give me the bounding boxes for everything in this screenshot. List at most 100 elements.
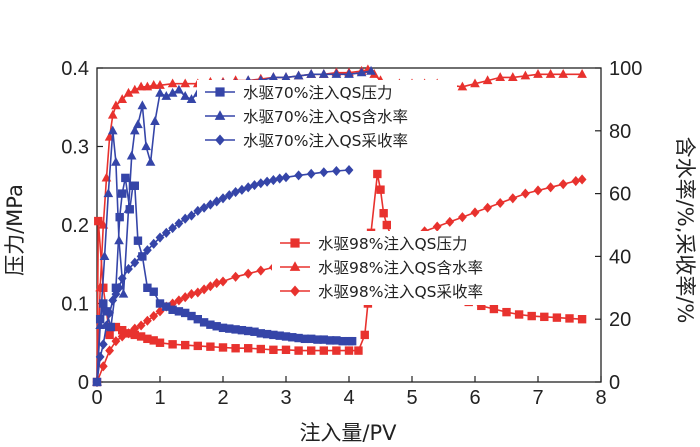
legend-marker xyxy=(215,87,225,97)
data-point xyxy=(149,238,159,249)
data-point xyxy=(150,116,160,125)
data-point xyxy=(477,301,486,311)
x-tick-label: 5 xyxy=(406,387,417,409)
data-point xyxy=(507,72,518,81)
data-point xyxy=(344,69,354,78)
data-point xyxy=(533,69,543,78)
data-point xyxy=(168,340,177,349)
data-point xyxy=(313,335,322,344)
data-point xyxy=(331,165,341,177)
x-tick-label: 2 xyxy=(217,387,228,409)
data-point xyxy=(174,218,184,229)
data-point xyxy=(338,336,347,346)
data-point xyxy=(174,84,184,94)
data-point xyxy=(98,339,108,350)
data-point xyxy=(495,197,505,209)
data-point xyxy=(99,251,110,260)
data-point xyxy=(186,94,197,103)
data-point xyxy=(193,315,202,324)
data-point xyxy=(319,335,328,344)
data-point xyxy=(306,168,316,179)
data-point xyxy=(250,180,259,191)
y-right-tick-label: 100 xyxy=(609,58,642,80)
data-point xyxy=(99,299,108,308)
data-point xyxy=(275,173,285,184)
data-point xyxy=(294,333,303,343)
data-point xyxy=(155,87,165,97)
data-point xyxy=(98,361,108,372)
y-right-tick-label: 0 xyxy=(609,372,620,394)
data-point xyxy=(107,125,118,135)
data-point xyxy=(181,308,190,318)
data-point xyxy=(482,75,493,85)
data-point xyxy=(445,216,455,227)
data-point xyxy=(124,329,133,338)
y-right-axis-title: 含水率/%,采收率/% xyxy=(673,137,697,324)
legend-item: 水驱70%注入QS含水率 xyxy=(205,108,408,126)
data-point xyxy=(111,156,121,166)
data-point xyxy=(546,182,556,193)
legend-item: 水驱70%注入QS压力 xyxy=(205,84,393,102)
data-point xyxy=(106,322,116,332)
data-point xyxy=(149,336,158,345)
x-tick-label: 4 xyxy=(343,387,354,409)
data-point xyxy=(161,227,171,238)
data-point xyxy=(181,340,190,350)
data-point xyxy=(212,278,222,289)
data-point xyxy=(269,330,278,340)
y-left-tick-label: 0.3 xyxy=(61,137,89,159)
legend-label: 水驱70%注入QS含水率 xyxy=(243,108,408,126)
data-point xyxy=(533,185,543,196)
y-right-tick-label: 20 xyxy=(609,309,631,331)
data-point xyxy=(306,69,317,78)
data-point xyxy=(155,80,165,89)
data-point xyxy=(142,315,152,326)
data-point xyxy=(281,345,291,355)
legend-marker xyxy=(289,261,301,271)
y-right-tick-label: 40 xyxy=(609,246,631,268)
data-point xyxy=(307,346,316,355)
legend-item: 水驱98%注入QS采收率 xyxy=(280,283,483,301)
data-point xyxy=(231,344,240,353)
data-point xyxy=(457,212,467,223)
data-point xyxy=(293,70,304,80)
data-point xyxy=(218,323,228,333)
data-point xyxy=(256,265,266,276)
data-point xyxy=(168,223,178,234)
data-point xyxy=(136,332,146,341)
data-point xyxy=(218,193,228,204)
y-right-tick-label: 80 xyxy=(609,121,631,143)
data-point xyxy=(256,178,266,189)
data-point xyxy=(187,289,196,300)
data-point xyxy=(540,312,549,322)
data-point xyxy=(155,299,165,308)
data-point xyxy=(268,175,278,186)
data-point xyxy=(379,209,388,218)
legend-layer: 水驱70%注入QS压力水驱70%注入QS含水率水驱70%注入QS采收率水驱98%… xyxy=(197,80,532,305)
data-point xyxy=(133,236,143,245)
data-point xyxy=(118,325,127,335)
data-point xyxy=(231,271,241,282)
data-point xyxy=(136,81,146,91)
data-point xyxy=(126,150,137,160)
x-tick-label: 0 xyxy=(91,387,102,409)
data-point xyxy=(294,170,304,181)
data-point xyxy=(149,311,159,322)
data-point xyxy=(136,320,146,331)
data-point xyxy=(571,176,581,187)
data-point xyxy=(193,341,202,351)
data-point xyxy=(307,334,316,344)
data-point xyxy=(137,100,148,110)
data-point xyxy=(520,70,531,80)
legend-marker xyxy=(215,134,225,146)
data-point xyxy=(193,205,203,216)
data-point xyxy=(143,334,152,344)
data-point xyxy=(483,202,493,213)
data-point xyxy=(111,283,121,292)
data-point xyxy=(121,173,130,183)
data-point xyxy=(111,100,121,110)
data-point xyxy=(514,310,524,319)
data-point xyxy=(457,81,468,91)
data-point xyxy=(199,318,209,327)
